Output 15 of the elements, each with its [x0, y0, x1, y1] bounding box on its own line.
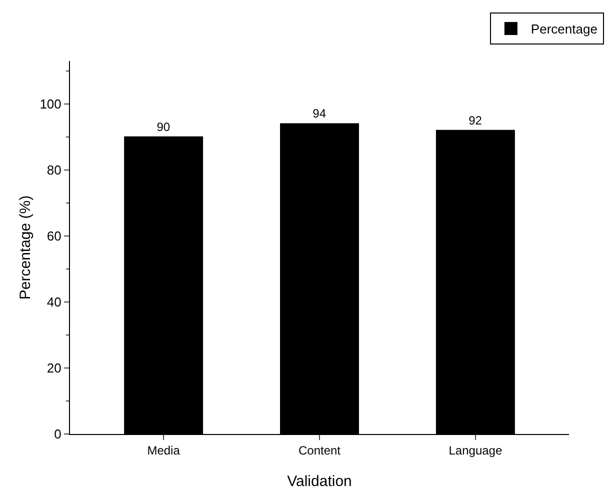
y-axis-title: Percentage (%) — [17, 195, 34, 300]
data-label: 94 — [312, 106, 326, 121]
y-tick-label: 100 — [40, 96, 62, 112]
x-tick-label: Language — [448, 443, 502, 458]
y-tick-label: 60 — [46, 228, 62, 244]
x-tick-label: Content — [298, 443, 342, 458]
data-label: 90 — [156, 120, 170, 134]
x-tick-label: Media — [147, 443, 180, 458]
data-label: 92 — [468, 113, 482, 128]
y-tick-label: 40 — [46, 294, 62, 310]
y-tick-label: 20 — [46, 360, 62, 376]
legend-label: Percentage — [530, 22, 598, 37]
y-tick-label: 80 — [46, 162, 62, 178]
x-axis-title: Validation — [287, 473, 352, 490]
y-tick-label: 0 — [54, 426, 62, 442]
